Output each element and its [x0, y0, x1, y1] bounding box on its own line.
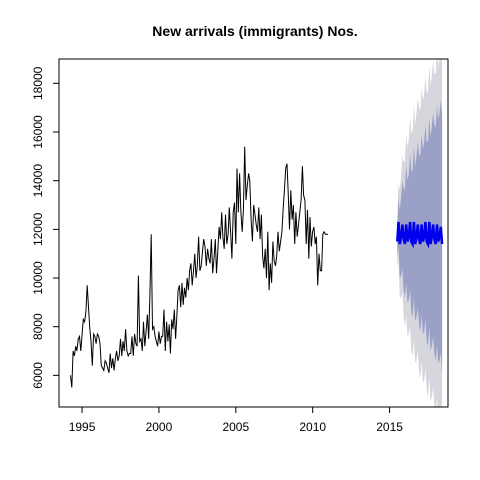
- y-tick-label: 14000: [31, 164, 45, 198]
- y-tick-label: 10000: [31, 261, 45, 295]
- y-tick-label: 8000: [31, 313, 45, 340]
- x-tick-label: 2010: [299, 420, 326, 434]
- forecast-series-line: [396, 221, 444, 249]
- y-axis: 6000 8000 10000 12000 14000 16000 18000: [31, 66, 60, 389]
- x-tick-label: 2000: [146, 420, 173, 434]
- chart-title: New arrivals (immigrants) Nos.: [152, 23, 357, 39]
- y-tick-label: 16000: [31, 115, 45, 149]
- x-tick-label: 2005: [222, 420, 249, 434]
- y-tick-label: 6000: [31, 362, 45, 389]
- history-series-line: [70, 146, 328, 388]
- x-tick-label: 1995: [69, 420, 96, 434]
- y-tick-label: 18000: [31, 66, 45, 100]
- y-tick-label: 12000: [31, 212, 45, 246]
- series-lines: [70, 146, 444, 388]
- x-axis: 1995 2000 2005 2010 2015: [69, 406, 403, 434]
- x-tick-label: 2015: [376, 420, 403, 434]
